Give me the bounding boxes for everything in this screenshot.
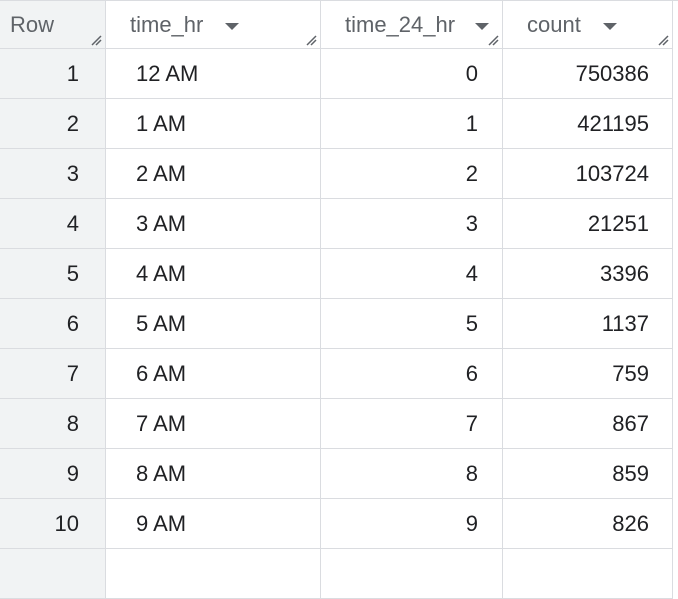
sort-dropdown-icon[interactable] [602, 22, 617, 30]
row-number-cell: 4 [0, 199, 106, 249]
time-24-hr-cell: 9 [321, 499, 503, 549]
time-hr-cell: 3 AM [106, 199, 321, 249]
time-hr-cell: 8 AM [106, 449, 321, 499]
column-header-label: count [527, 11, 581, 37]
time-hr-cell: 5 AM [106, 299, 321, 349]
table-row-partial [0, 549, 106, 599]
column-header-count[interactable]: count [503, 1, 673, 49]
column-header-label: time_hr [130, 11, 204, 37]
time-24-hr-cell: 0 [321, 49, 503, 99]
row-number-cell: 8 [0, 399, 106, 449]
count-cell: 759 [503, 349, 673, 399]
sort-dropdown-icon[interactable] [475, 22, 490, 30]
row-number-cell: 10 [0, 499, 106, 549]
column-resize-icon[interactable] [90, 34, 102, 46]
time-hr-cell: 9 AM [106, 499, 321, 549]
row-number-cell: 7 [0, 349, 106, 399]
time-24-hr-cell: 8 [321, 449, 503, 499]
row-number-cell: 1 [0, 49, 106, 99]
time-hr-cell: 2 AM [106, 149, 321, 199]
table-row-partial [321, 549, 503, 599]
column-header-time-24-hr[interactable]: time_24_hr [321, 1, 503, 49]
time-24-hr-cell: 7 [321, 399, 503, 449]
time-24-hr-cell: 1 [321, 99, 503, 149]
column-header-time-hr[interactable]: time_hr [106, 1, 321, 49]
count-cell: 867 [503, 399, 673, 449]
time-24-hr-cell: 5 [321, 299, 503, 349]
table-row-partial [106, 549, 321, 599]
time-24-hr-cell: 3 [321, 199, 503, 249]
time-hr-cell: 6 AM [106, 349, 321, 399]
time-hr-cell: 1 AM [106, 99, 321, 149]
row-number-cell: 3 [0, 149, 106, 199]
column-resize-icon[interactable] [487, 34, 499, 46]
column-resize-icon[interactable] [305, 34, 317, 46]
table-row-partial [503, 549, 673, 599]
count-cell: 859 [503, 449, 673, 499]
time-hr-cell: 7 AM [106, 399, 321, 449]
time-hr-cell: 4 AM [106, 249, 321, 299]
count-cell: 1137 [503, 299, 673, 349]
column-header-label: time_24_hr [345, 11, 456, 37]
row-number-cell: 5 [0, 249, 106, 299]
time-24-hr-cell: 4 [321, 249, 503, 299]
column-header-label: Row [10, 11, 55, 37]
time-24-hr-cell: 6 [321, 349, 503, 399]
count-cell: 21251 [503, 199, 673, 249]
count-cell: 421195 [503, 99, 673, 149]
row-number-cell: 2 [0, 99, 106, 149]
sort-dropdown-icon[interactable] [225, 22, 240, 30]
column-resize-icon[interactable] [657, 34, 669, 46]
count-cell: 826 [503, 499, 673, 549]
row-number-cell: 6 [0, 299, 106, 349]
count-cell: 3396 [503, 249, 673, 299]
count-cell: 103724 [503, 149, 673, 199]
count-cell: 750386 [503, 49, 673, 99]
column-header-row: Row [0, 1, 106, 49]
time-hr-cell: 12 AM [106, 49, 321, 99]
row-number-cell: 9 [0, 449, 106, 499]
time-24-hr-cell: 2 [321, 149, 503, 199]
